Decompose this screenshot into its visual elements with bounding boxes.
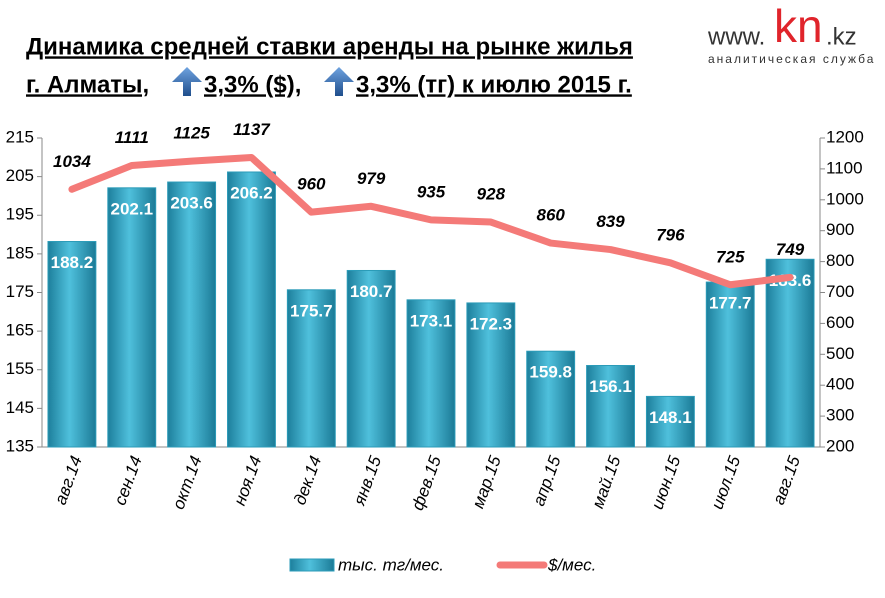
up-arrow-icon: [172, 67, 202, 96]
bar-value-label: 188.2: [51, 253, 94, 272]
bar: [107, 187, 157, 448]
chart-title: г. Алматы,: [26, 71, 149, 98]
line: [68, 153, 794, 289]
legend-swatch: [289, 558, 335, 572]
y2-tick-label: 600: [826, 313, 854, 332]
bar-value-label: 175.7: [290, 301, 333, 320]
x-tick-label: фев.15: [408, 453, 445, 513]
y-tick-label: 215: [6, 127, 34, 146]
bar-value-label: 148.1: [649, 408, 692, 427]
logo-prefix: www.: [707, 23, 765, 50]
x-tick-label: авг.15: [769, 453, 804, 507]
y2-tick-label: 1100: [826, 158, 863, 177]
legend-label: тыс. тг/мес.: [338, 555, 444, 574]
bar: [526, 350, 576, 448]
line-value-label: 860: [537, 206, 566, 225]
bar: [286, 289, 336, 448]
x-tick-label: окт.14: [169, 453, 206, 511]
x-tick-label: июн.15: [648, 453, 685, 512]
line-value-label: 796: [656, 225, 685, 244]
bar: [227, 171, 276, 448]
bar-value-label: 173.1: [410, 311, 453, 330]
logo-tagline: аналитическая служба: [708, 52, 875, 66]
y2-tick-label: 900: [826, 220, 854, 239]
bar: [346, 269, 396, 448]
line-value-label: 1125: [173, 124, 210, 143]
line-value-label: 749: [776, 240, 805, 259]
bar-value-label: 180.7: [350, 282, 393, 301]
bar: [406, 299, 456, 448]
chart-title: 3,3% ($),: [204, 71, 301, 98]
y-tick-label: 135: [6, 436, 34, 455]
y2-tick-label: 1000: [826, 189, 864, 208]
x-tick-label: янв.15: [350, 453, 386, 509]
y-tick-label: 185: [6, 243, 34, 262]
y2-tick-label: 700: [826, 282, 854, 301]
line-value-label: 960: [297, 175, 326, 194]
y-tick-label: 205: [6, 166, 34, 185]
bar-value-label: 159.8: [529, 363, 572, 382]
bar-value-label: 203.6: [170, 194, 213, 213]
bar-value-label: 206.2: [230, 183, 273, 202]
x-tick-label: авг.14: [51, 453, 86, 507]
chart-title: 3,3% (тг) к июлю 2015 г.: [356, 71, 632, 98]
bar: [466, 302, 516, 448]
x-tick-label: дек.14: [290, 453, 325, 507]
line-value-label: 1034: [53, 152, 91, 171]
x-tick-label: июл.15: [708, 453, 745, 512]
logo-suffix: .kz: [826, 23, 857, 50]
bar-value-label: 172.3: [470, 314, 513, 333]
up-arrow-icon: [324, 67, 354, 96]
bar-value-label: 202.1: [110, 199, 153, 218]
chart-title: Динамика средней ставки аренды на рынке …: [26, 33, 633, 60]
y-tick-label: 175: [6, 282, 34, 301]
bar: [645, 395, 695, 448]
bar-value-label: 156.1: [589, 377, 632, 396]
y2-tick-label: 500: [826, 344, 854, 363]
x-tick-label: сен.14: [110, 453, 145, 507]
bar-value-label: 177.7: [709, 294, 752, 313]
y-tick-label: 165: [6, 321, 34, 340]
y-tick-label: 145: [6, 398, 34, 417]
legend-label: $/мес.: [547, 555, 596, 574]
line-value-label: 1137: [233, 120, 271, 139]
bar: [586, 365, 635, 448]
line-value-label: 839: [596, 212, 625, 231]
y2-tick-label: 1200: [826, 127, 864, 146]
bar: [167, 181, 217, 448]
y2-tick-label: 800: [826, 251, 854, 270]
bar: [705, 281, 755, 448]
line-value-label: 1111: [115, 128, 149, 147]
line-value-label: 928: [477, 185, 506, 204]
y-tick-label: 195: [6, 205, 34, 224]
y2-tick-label: 300: [826, 406, 854, 425]
logo-brand: kn: [774, 0, 823, 52]
line-value-label: 725: [716, 247, 745, 266]
bar: [47, 241, 97, 448]
x-tick-label: май.15: [588, 453, 625, 511]
bar: [765, 258, 815, 448]
line-value-label: 935: [417, 182, 446, 201]
line-value-label: 979: [357, 169, 386, 188]
y2-tick-label: 400: [826, 375, 854, 394]
x-tick-label: мар.15: [468, 453, 505, 511]
x-tick-label: ноя.14: [230, 453, 265, 508]
x-tick-label: апр.15: [529, 453, 565, 509]
y-tick-label: 155: [6, 359, 34, 378]
y2-tick-label: 200: [826, 436, 854, 455]
